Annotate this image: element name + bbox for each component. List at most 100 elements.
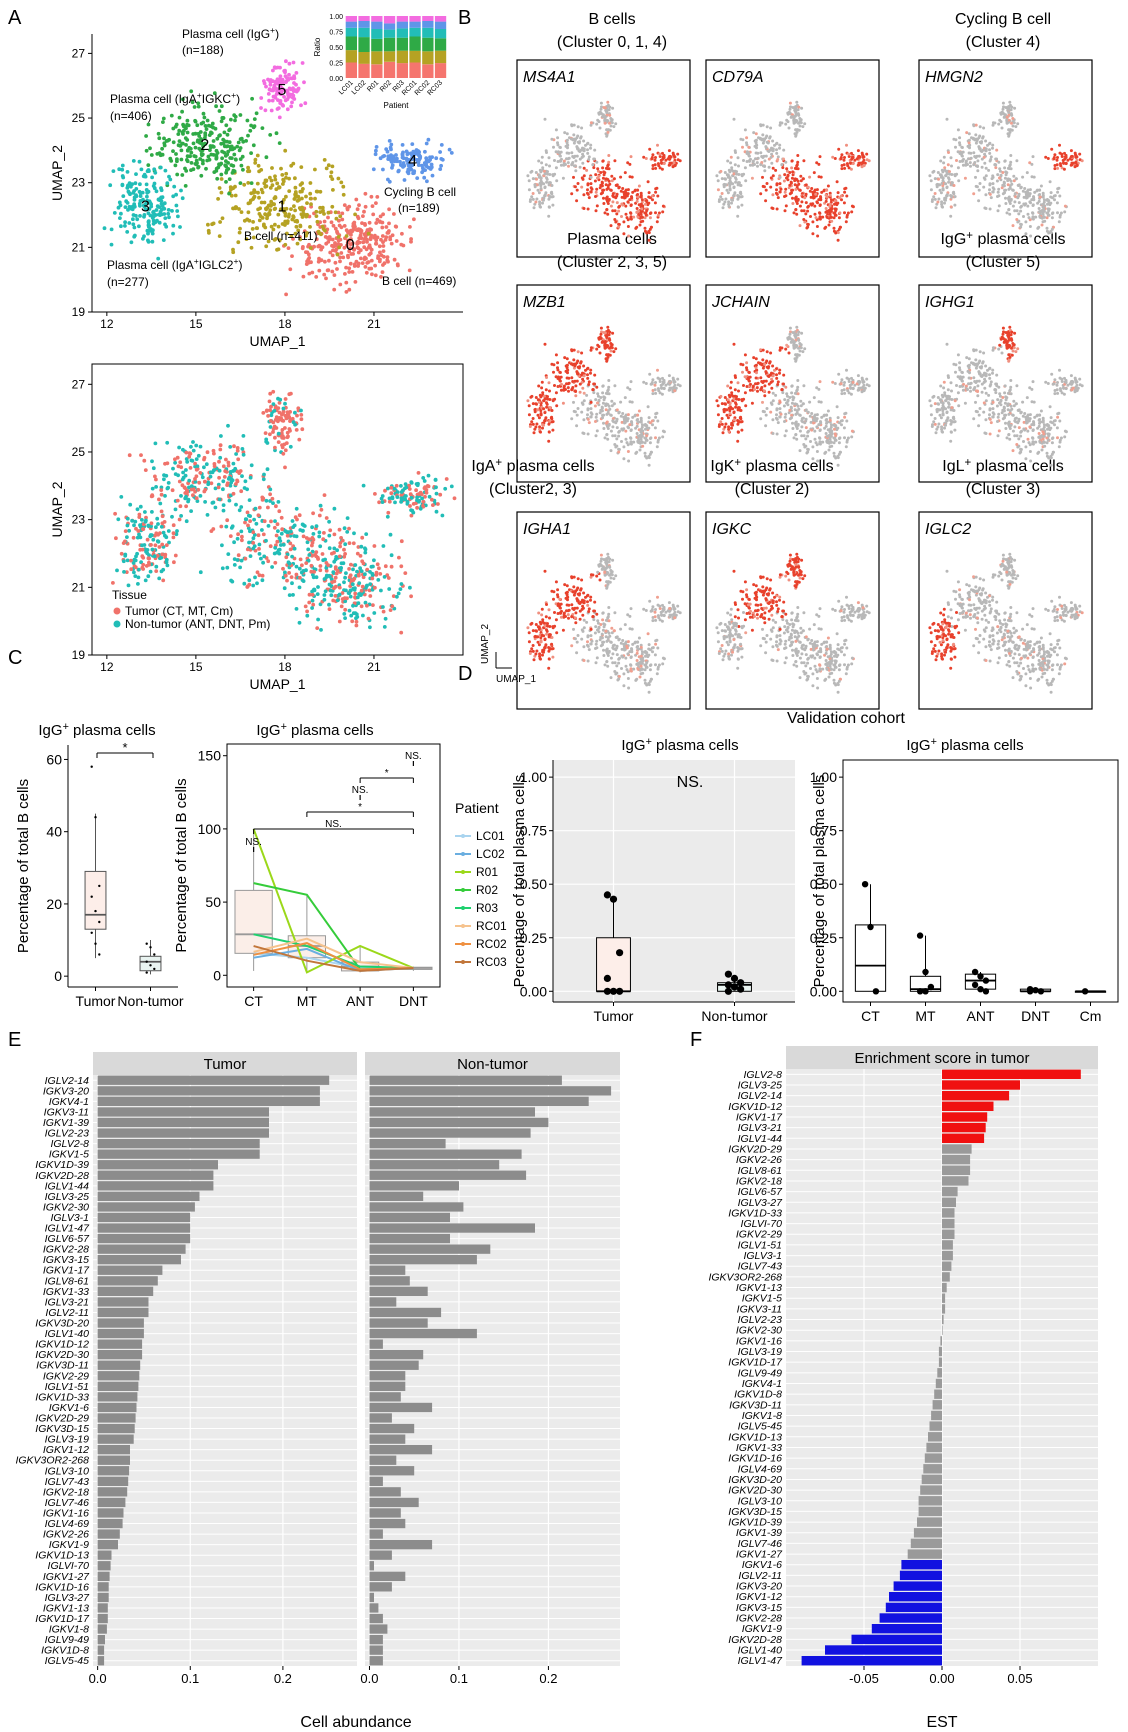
expression-point (850, 204, 854, 208)
cluster-point (257, 218, 262, 223)
expression-point (575, 379, 579, 383)
expression-point (629, 436, 632, 440)
cluster-point (409, 239, 413, 244)
tissue-point (322, 531, 326, 535)
tissue-point (142, 458, 147, 463)
tissue-point (260, 578, 265, 583)
expression-point (782, 179, 786, 183)
expression-point (1040, 223, 1044, 227)
expression-point (788, 107, 792, 111)
cluster-number: 5 (277, 82, 286, 99)
expression-point (939, 175, 943, 179)
cluster-point (321, 208, 325, 213)
cluster-point (406, 157, 410, 162)
cluster-point (179, 157, 184, 162)
cluster-point (338, 237, 343, 242)
tissue-point (434, 485, 438, 490)
cluster-point (381, 244, 386, 248)
cluster-point (251, 220, 256, 224)
expression-point (790, 191, 793, 195)
cluster-point (356, 264, 360, 268)
cluster-label: Plasma cell (IgA+IGKC+) (110, 90, 240, 106)
tissue-point (355, 595, 360, 600)
cluster-point (320, 205, 325, 210)
cluster-point (405, 152, 410, 157)
tissue-point (389, 564, 394, 569)
expression-point (589, 190, 593, 194)
expression-point (575, 199, 579, 203)
expression-point (988, 207, 992, 211)
tissue-point (282, 586, 287, 591)
cluster-point (227, 140, 232, 145)
cluster-point (155, 152, 160, 156)
tissue-point (185, 460, 190, 464)
expression-point (997, 204, 1001, 208)
cluster-point (368, 237, 373, 242)
cluster-point (219, 119, 224, 124)
tissue-point (288, 444, 293, 449)
cluster-point (347, 249, 352, 254)
cluster-point (214, 166, 219, 171)
expression-point (769, 185, 773, 189)
expression-point (1030, 198, 1034, 202)
cluster-label: Plasma cell (IgA+IGLC2+) (107, 256, 242, 272)
expression-point (593, 157, 596, 161)
tissue-point (235, 478, 240, 483)
expression-point (654, 187, 658, 191)
cluster-point (132, 189, 137, 193)
tissue-point (288, 547, 293, 552)
tissue-point (137, 512, 142, 517)
expression-point (582, 166, 586, 170)
cluster-point (208, 148, 212, 153)
cluster-point (307, 256, 312, 260)
cluster-point (145, 169, 150, 174)
tissue-point (264, 538, 268, 543)
cluster-point (374, 148, 378, 153)
tissue-point (416, 471, 421, 475)
cluster-point (319, 258, 324, 263)
expression-point (651, 167, 655, 171)
tissue-point (170, 514, 174, 519)
cluster-point (172, 184, 177, 189)
expression-point (575, 188, 579, 192)
expression-point (1011, 224, 1015, 228)
tissue-point (285, 533, 290, 538)
tissue-point (300, 563, 304, 568)
cluster-point (381, 240, 385, 245)
cluster-point (353, 280, 358, 284)
cluster-point (354, 197, 359, 202)
tissue-point (253, 506, 258, 511)
expression-point (769, 126, 773, 130)
cluster-point (380, 270, 385, 274)
expression-point (934, 206, 938, 210)
cluster-point (209, 152, 214, 157)
cluster-point (288, 267, 293, 272)
expression-point (565, 157, 568, 161)
cluster-point (163, 168, 168, 173)
tissue-point (166, 481, 171, 485)
expression-point (542, 169, 546, 173)
inset-bar-segment (358, 27, 370, 38)
expression-point (1007, 187, 1011, 191)
cluster-point (363, 265, 368, 269)
inset-bar-segment (358, 16, 370, 21)
tissue-point (298, 557, 303, 562)
expression-point (950, 164, 953, 168)
tissue-point (230, 579, 235, 584)
expression-point (615, 201, 619, 205)
expression-point (643, 451, 647, 455)
text-span: Plasma cell (IgA (107, 258, 194, 272)
cluster-point (410, 142, 415, 147)
tissue-point (194, 474, 199, 479)
cluster-point (269, 108, 274, 113)
cluster-point (218, 133, 222, 138)
cluster-point (314, 214, 319, 219)
expression-point (595, 347, 599, 351)
cluster-point (339, 251, 344, 255)
expression-point (537, 175, 541, 179)
expression-point (792, 118, 796, 122)
tissue-point (276, 529, 280, 533)
expression-point (949, 205, 953, 209)
expression-point (720, 197, 724, 201)
